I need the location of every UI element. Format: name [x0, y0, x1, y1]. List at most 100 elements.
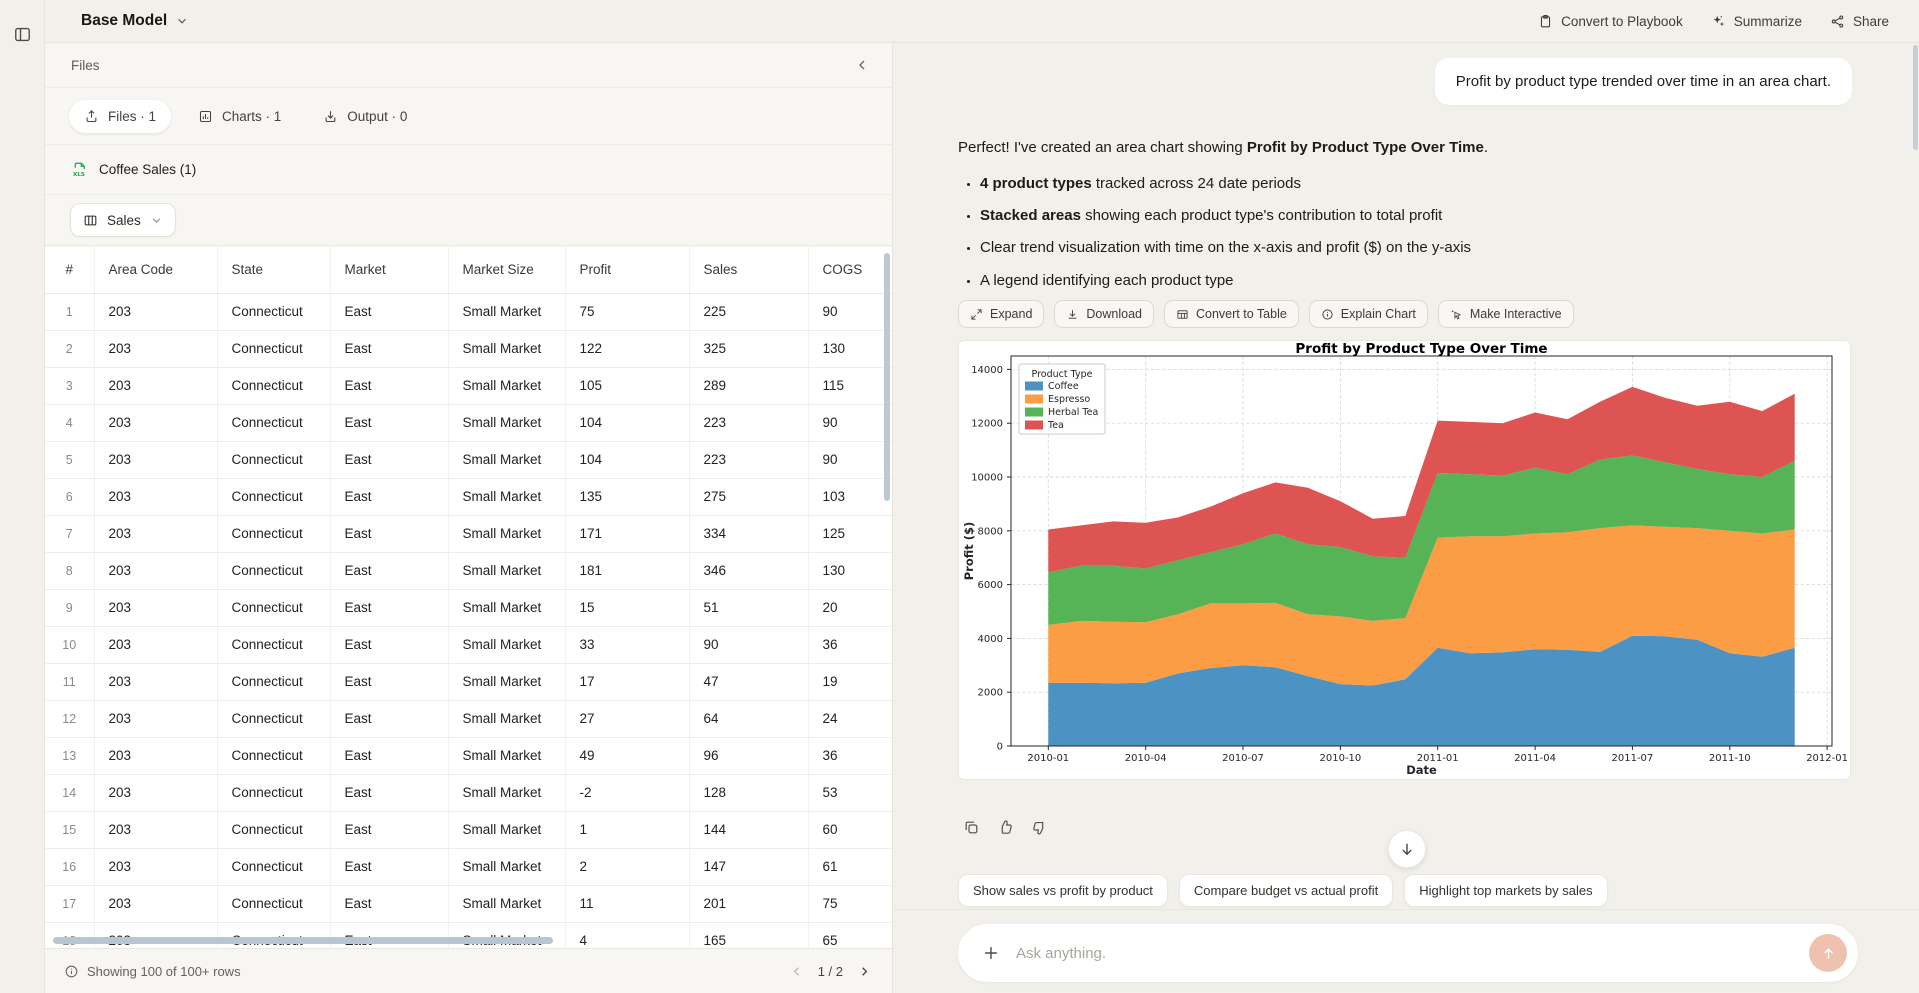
sheet-selector[interactable]: Sales [70, 203, 176, 237]
thumbs-up-icon[interactable] [997, 819, 1014, 836]
table-row: 12203ConnecticutEastSmall Market276424 [45, 700, 892, 737]
chevron-down-icon [150, 214, 163, 227]
convert-to-table-button[interactable]: Convert to Table [1164, 300, 1299, 328]
table-cell: Connecticut [217, 515, 330, 552]
table-cell: 8 [45, 552, 94, 589]
table-cell: 275 [689, 478, 808, 515]
table-cell: Small Market [448, 663, 565, 700]
convert-to-table-label: Convert to Table [1196, 307, 1287, 321]
table-cell: 24 [808, 700, 892, 737]
table-cell: 165 [689, 922, 808, 948]
tab-files-label: Files · 1 [108, 109, 156, 124]
page-prev-icon[interactable] [789, 964, 804, 979]
page-next-icon[interactable] [857, 964, 872, 979]
convert-to-playbook-button[interactable]: Convert to Playbook [1538, 14, 1683, 29]
make-interactive-button[interactable]: Make Interactive [1438, 300, 1574, 328]
table-cell: East [330, 885, 448, 922]
x-tick-labels: 2010-012010-042010-072010-102011-012011-… [1027, 753, 1848, 764]
upload-icon [84, 109, 99, 124]
table-cell: 4 [45, 404, 94, 441]
model-name: Base Model [81, 12, 167, 30]
feedback-row [963, 819, 1048, 836]
sheet-selector-row: Sales [45, 195, 892, 246]
table-cell: Small Market [448, 700, 565, 737]
chat-panel: Profit by product type trended over time… [894, 43, 1919, 993]
column-header: Profit [565, 247, 689, 293]
tab-files[interactable]: Files · 1 [69, 100, 171, 133]
svg-text:Tea: Tea [1047, 420, 1064, 431]
table-row: 18203ConnecticutEastSmall Market416565 [45, 922, 892, 948]
sidebar-toggle-icon[interactable] [13, 25, 32, 44]
tab-output[interactable]: Output · 0 [308, 100, 422, 133]
table-row: 14203ConnecticutEastSmall Market-212853 [45, 774, 892, 811]
table-cell: East [330, 848, 448, 885]
data-table-container: #Area CodeStateMarketMarket SizeProfitSa… [45, 247, 892, 948]
table-row: 16203ConnecticutEastSmall Market214761 [45, 848, 892, 885]
model-switcher[interactable]: Base Model [81, 12, 189, 30]
table-cell: Small Market [448, 367, 565, 404]
table-cell: 17 [45, 885, 94, 922]
table-cell: 203 [94, 700, 217, 737]
send-button[interactable] [1809, 934, 1847, 972]
table-cell: 289 [689, 367, 808, 404]
suggestion-chip[interactable]: Show sales vs profit by product [958, 874, 1168, 907]
table-row: 15203ConnecticutEastSmall Market114460 [45, 811, 892, 848]
files-panel-title: Files [71, 58, 100, 73]
table-cell: 49 [565, 737, 689, 774]
attach-plus-icon[interactable] [981, 943, 1001, 963]
table-cell: 14 [45, 774, 94, 811]
download-button[interactable]: Download [1054, 300, 1154, 328]
svg-text:2010-01: 2010-01 [1027, 753, 1069, 764]
collapse-panel-icon[interactable] [854, 57, 870, 73]
table-cell: Small Market [448, 774, 565, 811]
expand-button[interactable]: Expand [958, 300, 1044, 328]
suggestion-chip[interactable]: Compare budget vs actual profit [1179, 874, 1393, 907]
file-item-coffee-sales[interactable]: XLS Coffee Sales (1) [45, 145, 892, 195]
page-indicator: 1 / 2 [818, 964, 843, 979]
summarize-label: Summarize [1734, 14, 1802, 29]
table-cell: 135 [565, 478, 689, 515]
table-row: 9203ConnecticutEastSmall Market155120 [45, 589, 892, 626]
download-label: Download [1086, 307, 1142, 321]
chat-input-bar[interactable] [958, 924, 1858, 982]
copy-icon[interactable] [963, 819, 980, 836]
suggestion-chip[interactable]: Highlight top markets by sales [1404, 874, 1607, 907]
bar-chart-icon [198, 109, 213, 124]
table-cell: East [330, 589, 448, 626]
file-name: Coffee Sales (1) [99, 162, 196, 177]
thumbs-down-icon[interactable] [1031, 819, 1048, 836]
table-icon [1176, 308, 1189, 321]
table-cell: 47 [689, 663, 808, 700]
table-cell: Connecticut [217, 626, 330, 663]
table-vertical-scrollbar[interactable] [884, 253, 890, 501]
table-cell: 1 [565, 811, 689, 848]
explain-chart-button[interactable]: Explain Chart [1309, 300, 1428, 328]
table-cell: Connecticut [217, 404, 330, 441]
table-row: 10203ConnecticutEastSmall Market339036 [45, 626, 892, 663]
row-count-label: Showing 100 of 100+ rows [87, 964, 241, 979]
bullet-item: A legend identifying each product type [980, 272, 1863, 291]
table-cell: 225 [689, 293, 808, 330]
svg-text:0: 0 [997, 742, 1003, 753]
data-table: #Area CodeStateMarketMarket SizeProfitSa… [45, 247, 892, 948]
table-cell: Connecticut [217, 737, 330, 774]
scroll-to-bottom-button[interactable] [1388, 830, 1426, 868]
table-cell: Small Market [448, 885, 565, 922]
table-horizontal-scrollbar[interactable] [53, 937, 553, 944]
tab-charts[interactable]: Charts · 1 [183, 100, 296, 133]
table-row: 2203ConnecticutEastSmall Market122325130 [45, 330, 892, 367]
table-cell: 128 [689, 774, 808, 811]
table-row: 3203ConnecticutEastSmall Market105289115 [45, 367, 892, 404]
table-cell: 203 [94, 441, 217, 478]
ask-input[interactable] [1016, 945, 1809, 962]
table-cell: 203 [94, 293, 217, 330]
summarize-button[interactable]: Summarize [1711, 14, 1802, 29]
table-cell: Connecticut [217, 700, 330, 737]
table-cell: Connecticut [217, 811, 330, 848]
table-row: 7203ConnecticutEastSmall Market171334125 [45, 515, 892, 552]
share-button[interactable]: Share [1830, 14, 1889, 29]
table-cell: 1 [45, 293, 94, 330]
make-interactive-label: Make Interactive [1470, 307, 1562, 321]
table-cell: 203 [94, 848, 217, 885]
clipboard-icon [1538, 14, 1553, 29]
